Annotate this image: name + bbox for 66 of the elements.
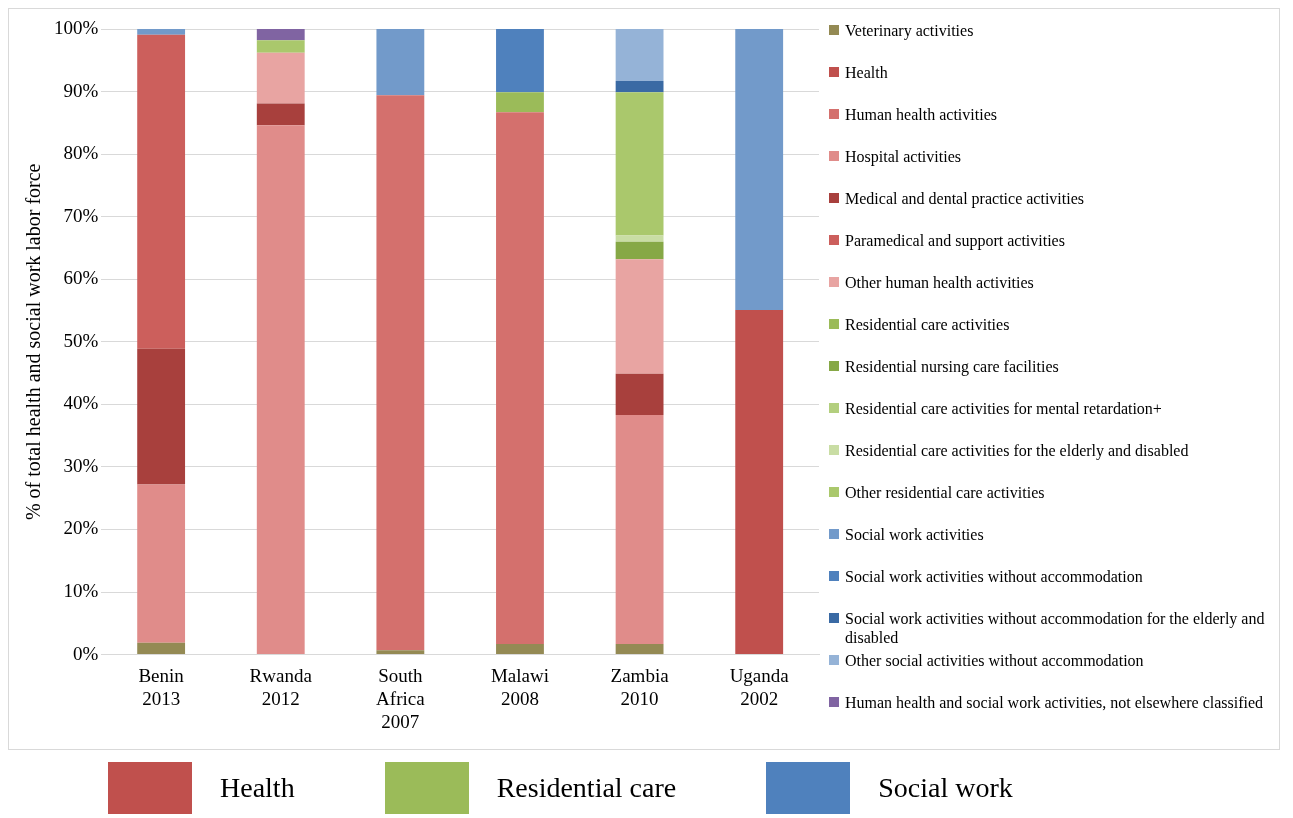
legend-label: Residential care activities for the elderly and disabled xyxy=(845,441,1189,460)
x-tick-label: Zambia 2010 xyxy=(610,664,670,709)
bar xyxy=(496,112,544,644)
bar xyxy=(615,235,664,242)
bar xyxy=(256,103,305,126)
legend-label: Health xyxy=(845,63,888,82)
legend-label: Medical and dental practice activities xyxy=(845,189,1084,208)
legend-label: Social work activities xyxy=(845,525,984,544)
legend-label: Paramedical and support activities xyxy=(845,231,1065,250)
y-tick-label: 80% xyxy=(63,142,99,164)
y-tick-label: 10% xyxy=(63,580,99,602)
bar xyxy=(137,642,186,655)
legend-label: Hospital activities xyxy=(845,147,961,166)
bar xyxy=(137,484,186,643)
x-tick-label: Benin 2013 xyxy=(138,664,185,709)
text: Social work xyxy=(878,772,1013,804)
bar xyxy=(615,29,664,81)
bar xyxy=(376,95,425,651)
bar xyxy=(735,29,784,310)
y-tick-label: 60% xyxy=(63,267,99,289)
bar xyxy=(735,309,784,655)
bar xyxy=(256,40,305,53)
y-tick-label: 70% xyxy=(63,204,99,226)
bar xyxy=(496,92,544,113)
legend-label: Other social activities without accommodation xyxy=(845,651,1144,670)
legend-label: Residential nursing care facilities xyxy=(845,357,1059,376)
bar xyxy=(496,29,544,93)
bar xyxy=(137,34,186,349)
bar xyxy=(376,29,425,96)
y-axis-title: % of total health and social work labor force xyxy=(22,163,45,521)
bar xyxy=(615,259,664,374)
bar xyxy=(615,643,664,655)
text: Residential care xyxy=(496,772,677,804)
legend-label: Residential care activities for mental retardation+ xyxy=(845,399,1162,418)
legend-label: Social work activities without accommodation xyxy=(845,567,1143,586)
bar xyxy=(137,348,186,485)
x-tick-label: Malawi 2008 xyxy=(490,664,549,709)
bar xyxy=(496,643,544,655)
bar xyxy=(256,52,305,104)
legend-label: Human health and social work activities, not elsewhere classified xyxy=(845,693,1264,712)
y-tick-label: 100% xyxy=(54,16,99,38)
y-tick-label: 0% xyxy=(73,642,99,664)
bar xyxy=(615,373,664,415)
y-tick-label: 20% xyxy=(63,517,99,539)
bar xyxy=(615,241,664,260)
x-tick-label: Uganda 2002 xyxy=(729,664,790,709)
bar xyxy=(256,125,305,655)
legend-label: Veterinary activities xyxy=(845,21,974,40)
legend-label: Human health activities xyxy=(845,105,997,124)
y-tick-label: 90% xyxy=(63,79,99,101)
x-tick-label: Rwanda 2012 xyxy=(249,664,313,709)
y-tick-label: 30% xyxy=(63,454,99,476)
legend-label: Other residential care activities xyxy=(845,483,1045,502)
bar xyxy=(615,415,664,644)
bar xyxy=(376,650,425,655)
bar xyxy=(137,29,186,35)
bar xyxy=(256,29,305,41)
text: Health xyxy=(220,772,295,804)
legend-label: Social work activities without accommodation for the elderly and disabled xyxy=(845,609,1266,647)
x-tick-label: South Africa 2007 xyxy=(376,664,426,732)
legend-label: Residential care activities xyxy=(845,315,1010,334)
legend-label: Other human health activities xyxy=(845,273,1034,292)
y-tick-label: 50% xyxy=(63,329,99,351)
bar xyxy=(615,92,664,236)
y-tick-label: 40% xyxy=(63,392,99,414)
bar xyxy=(615,80,664,93)
